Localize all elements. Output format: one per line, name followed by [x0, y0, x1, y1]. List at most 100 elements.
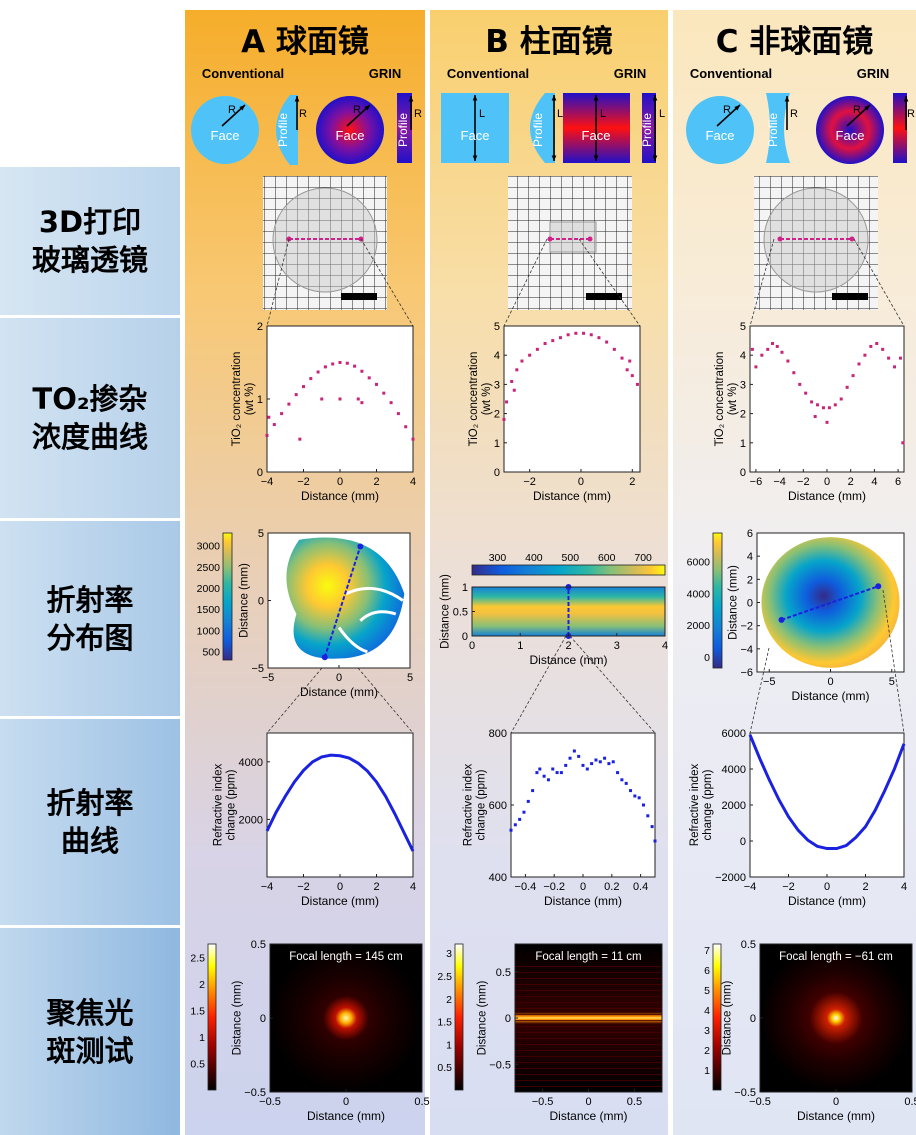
y-axis-label: TiO₂ concentration [231, 352, 243, 447]
x-axis-label: Distance (mm) [533, 489, 611, 503]
chart-ri_B: −0.4 −0.2 0 0.2 0.4 400 600 800 Distance (mm) Ref… [463, 728, 657, 908]
row-label-index-curve: 折射率 曲线 [0, 719, 180, 925]
x-tick-label: 4 [662, 640, 668, 652]
zoom-connector-line [749, 647, 770, 734]
x-axis-label: Distance (mm) [788, 489, 866, 503]
colorbar-tick-label: 2 [199, 979, 205, 991]
data-point [845, 385, 849, 389]
y-tick-label: −2 [740, 621, 753, 633]
data-point [653, 839, 657, 843]
data-point [546, 778, 550, 782]
x-tick-label: −2 [782, 881, 795, 893]
x-tick-label: 0.2 [604, 881, 619, 893]
y-tick-label: 0 [462, 631, 468, 643]
colorbar-tick-label: 2 [446, 994, 452, 1006]
y-axis-label: change (ppm) [476, 769, 488, 840]
data-point [813, 415, 817, 419]
y-axis-label: Distance (mm) [476, 980, 488, 1055]
conventional-label: Conventional [690, 66, 772, 81]
data-point [528, 353, 532, 357]
face-label: Face [461, 128, 490, 143]
data-point [603, 756, 607, 760]
data-point [294, 393, 298, 397]
zoom-connector-line [266, 667, 323, 734]
y-tick-label: 0 [258, 596, 264, 608]
fringe-lines [515, 964, 662, 1087]
conventional-label: Conventional [202, 66, 284, 81]
data-point [572, 749, 576, 753]
chart-conc_B: −2 0 2 0 1 2 3 4 5 Distance (mm) TiO₂ concentratio… [468, 321, 641, 503]
column-title-b: B 柱面镜 [485, 24, 613, 60]
x-tick-label: 0 [578, 476, 584, 488]
data-point [389, 401, 393, 405]
data-point [833, 403, 837, 407]
lens-photo [754, 176, 878, 310]
y-tick-label: 0 [505, 1013, 511, 1025]
data-point [816, 403, 820, 407]
arrow-head-icon [294, 96, 300, 102]
data-point [766, 347, 770, 351]
y-tick-label: 4 [494, 350, 500, 362]
data-point [771, 342, 775, 346]
scale-bar [586, 293, 622, 300]
y-axis-label: Distance (mm) [440, 574, 452, 649]
x-axis-label: Distance (mm) [307, 1109, 385, 1123]
colorbar [712, 943, 722, 1091]
data-point [589, 333, 593, 337]
x-tick-label: 0 [337, 881, 343, 893]
x-axis-label: Distance (mm) [791, 689, 869, 703]
data-point [542, 774, 546, 778]
data-point [821, 406, 825, 410]
chart-map_A: 500 1000 1500 2000 2500 3000 −5 0 5 −5 0 5 Distance … [197, 528, 413, 699]
radius-label: R [353, 104, 361, 116]
y-tick-label: 0 [747, 598, 753, 610]
crack-lines [337, 586, 404, 654]
data-point [574, 331, 578, 335]
x-axis-label: Distance (mm) [544, 894, 622, 908]
colorbar-tick-label: 2000 [687, 620, 711, 632]
colorbar-tick-label: 500 [562, 552, 580, 564]
data-point [353, 364, 357, 368]
colorbar-tick-label: 1500 [197, 604, 221, 616]
row-label-line: 分布图 [46, 620, 134, 655]
x-tick-label: 0 [343, 1096, 349, 1108]
data-point [559, 771, 563, 775]
data-point [630, 374, 634, 378]
y-tick-label: 2 [747, 574, 753, 586]
focal-length-annotation: Focal length = −61 cm [779, 951, 893, 963]
data-point [404, 425, 408, 429]
x-tick-label: 0 [585, 1096, 591, 1108]
data-point [338, 361, 342, 364]
x-tick-label: −2 [523, 476, 536, 488]
arrow-head-icon [652, 95, 658, 101]
data-point [505, 400, 509, 404]
y-axis-label: TiO₂ concentration [714, 352, 726, 447]
profile-point [357, 543, 364, 550]
radius-label: R [790, 108, 798, 120]
x-tick-label: 4 [410, 881, 416, 893]
data-point [607, 762, 611, 766]
data-point [629, 789, 633, 793]
row-label-line: TO₂掺杂 [32, 382, 148, 416]
row-label-line: 聚焦光 [46, 995, 134, 1030]
data-point [893, 365, 897, 369]
colorbar-tick-label: 600 [598, 552, 616, 564]
data-point [522, 810, 526, 814]
colorbar [454, 943, 464, 1091]
y-tick-label: 0 [257, 467, 263, 479]
radius-label: R [907, 108, 915, 120]
data-point [411, 437, 415, 441]
conventional-face-icon [191, 96, 259, 164]
x-tick-label: −4 [773, 476, 786, 488]
radius-label: R [414, 108, 422, 120]
profile-point [875, 583, 882, 590]
data-point [616, 771, 620, 775]
conventional-label: Conventional [447, 66, 529, 81]
x-tick-label: 0.5 [414, 1096, 429, 1108]
data-point [624, 781, 628, 785]
data-point [590, 762, 594, 766]
grid-paper [754, 176, 878, 310]
data-point [331, 362, 335, 366]
focal-spot-image [270, 944, 422, 1092]
